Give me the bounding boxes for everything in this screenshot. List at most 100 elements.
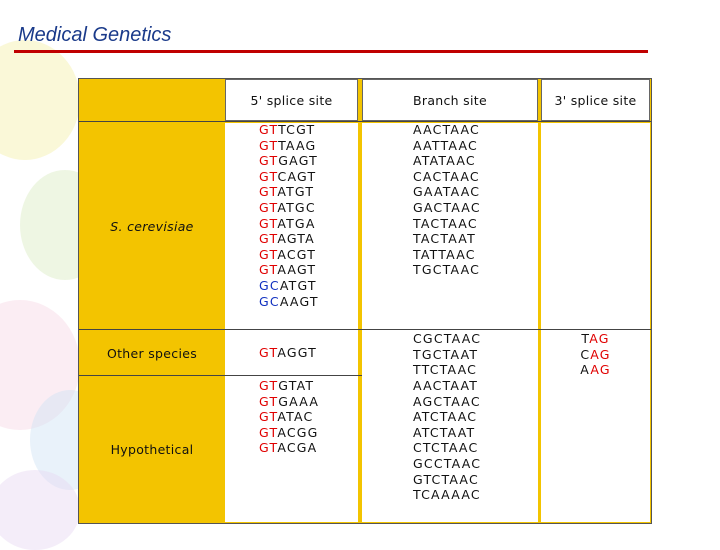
branch-sequences-s-cerevisiae: AACTAAC AATTAAC ATATAAC CACTAAC GAATAAC GACTA…: [413, 122, 533, 278]
splice-dinucleotide: GT: [259, 184, 278, 200]
branch-sequence: TACTAAT: [413, 231, 476, 247]
five-prime-sequence: GCATGT: [259, 278, 355, 294]
five-prime-sequence: GCAAGT: [259, 294, 355, 310]
branch-sequence: AGCTAAC: [413, 393, 481, 409]
sequence-remainder: TAAG: [278, 137, 317, 153]
splice-dinucleotide: GC: [259, 293, 280, 309]
five-prime-sequences-s-cerevisiae: GTTCGT GTTAAG GTGAGT GTCAGT GTATGT GTATGC GTAT…: [259, 122, 355, 309]
three-prime-sequence: AAG: [541, 362, 650, 378]
splice-dinucleotide: AG: [589, 331, 610, 346]
branch-sequence: GTCTAAC: [413, 471, 479, 487]
five-prime-sequence: GTATGC: [259, 200, 355, 216]
five-prime-sequence: GTAGGT: [259, 345, 355, 361]
splice-dinucleotide: GT: [259, 345, 278, 360]
sequence-remainder: ACGG: [277, 424, 319, 440]
five-prime-sequence: GTACGT: [259, 247, 355, 263]
sequence-remainder: ATGC: [277, 199, 316, 215]
branch-sequence: AATTAAC: [413, 137, 478, 153]
splice-dinucleotide: GT: [259, 262, 278, 278]
five-prime-sequence: GTCAGT: [259, 169, 355, 185]
branch-sequence: TGCTAAC: [413, 262, 481, 278]
sequence-prefix: A: [580, 362, 591, 378]
sequence-remainder: GAGT: [278, 153, 318, 169]
splice-dinucleotide: GT: [259, 409, 278, 425]
splice-dinucleotide: GT: [259, 393, 279, 409]
five-prime-sequence: GTACGA: [259, 440, 355, 456]
row-divider: [79, 375, 362, 376]
slide-title: Medical Genetics: [18, 24, 172, 46]
row-divider: [79, 329, 651, 330]
sequence-remainder: TCGT: [278, 122, 316, 137]
row-divider: [79, 121, 651, 122]
balloon-decoration: [0, 470, 80, 550]
branch-sequence: CTCTAAC: [413, 440, 479, 456]
splice-dinucleotide: GT: [259, 122, 279, 137]
title-underline: [14, 50, 648, 53]
splice-dinucleotide: GT: [259, 246, 278, 262]
five-prime-sequence: GTGAAA: [259, 394, 355, 410]
branch-sequence: GACTAAC: [413, 199, 481, 215]
branch-sequence: TCAAAAC: [413, 487, 481, 503]
sequence-remainder: ATGT: [277, 184, 315, 200]
row-label-other-species: Other species: [106, 345, 198, 361]
sequence-remainder: GAAA: [278, 393, 320, 409]
branch-sequence: TGCTAAT: [413, 346, 479, 362]
splice-site-table: 5' splice site Branch site 3' splice sit…: [78, 78, 652, 524]
branch-sequence: CACTAAC: [413, 168, 480, 184]
splice-dinucleotide: AG: [590, 346, 611, 362]
branch-sequence: AACTAAT: [413, 378, 479, 393]
five-prime-sequence: GTACGG: [259, 425, 355, 441]
sequence-remainder: ATGT: [279, 277, 317, 293]
sequence-remainder: ATAC: [277, 409, 314, 425]
sequence-remainder: GTAT: [278, 378, 315, 393]
balloon-decoration: [0, 40, 80, 160]
header-branch-site: Branch site: [362, 79, 538, 121]
branch-sequence: AACTAAC: [413, 122, 480, 137]
three-prime-sequences-other-species: TAG CAG AAG: [541, 331, 650, 378]
branch-sequence: TATTAAC: [413, 246, 476, 262]
sequence-remainder: CAGT: [277, 168, 317, 184]
five-prime-sequence: GTAGTA: [259, 231, 355, 247]
five-prime-sequence: GTATGT: [259, 184, 355, 200]
splice-dinucleotide: GT: [259, 440, 278, 456]
sequence-remainder: AAGT: [277, 262, 317, 278]
five-prime-sequence: GTGTAT: [259, 378, 355, 394]
five-prime-sequence: GTGAGT: [259, 153, 355, 169]
branch-sequences-hypothetical: AACTAAT AGCTAAC ATCTAAC ATCTAAT CTCTAAC GCCTA…: [413, 378, 533, 503]
header-three-prime: 3' splice site: [541, 79, 650, 121]
five-prime-sequence: GTATGA: [259, 216, 355, 232]
splice-dinucleotide: AG: [590, 362, 611, 378]
sequence-remainder: AAGT: [279, 293, 319, 309]
splice-dinucleotide: GT: [259, 378, 279, 393]
sequence-prefix: T: [581, 331, 590, 346]
three-prime-sequence: CAG: [541, 347, 650, 363]
five-prime-column: [225, 123, 358, 522]
branch-sequence: ATCTAAT: [413, 424, 476, 440]
row-label-hypothetical: Hypothetical: [110, 442, 194, 457]
sequence-prefix: C: [580, 346, 591, 362]
header-five-prime: 5' splice site: [225, 79, 358, 121]
sequence-remainder: ACGT: [277, 246, 317, 262]
branch-sequence: ATCTAAC: [413, 409, 478, 425]
five-prime-sequence: GTTCGT: [259, 122, 355, 138]
sequence-remainder: ACGA: [277, 440, 318, 456]
branch-sequence: CGCTAAC: [413, 331, 482, 346]
splice-dinucleotide: GT: [259, 199, 278, 215]
three-prime-sequence: TAG: [541, 331, 650, 347]
row-label-s-cerevisiae: S. cerevisiae: [110, 218, 194, 234]
five-prime-sequence: GTTAAG: [259, 138, 355, 154]
splice-dinucleotide: GT: [259, 137, 279, 153]
five-prime-sequences-hypothetical: GTGTAT GTGAAA GTATAC GTACGG GTACGA: [259, 378, 355, 456]
five-prime-sequences-other-species: GTAGGT: [259, 345, 355, 361]
sequence-remainder: ATGA: [277, 215, 316, 231]
branch-sequence: GAATAAC: [413, 184, 481, 200]
splice-dinucleotide: GT: [259, 231, 278, 247]
branch-sequence: ATATAAC: [413, 153, 476, 169]
splice-dinucleotide: GT: [259, 424, 278, 440]
five-prime-sequence: GTATAC: [259, 409, 355, 425]
branch-sequences-other-species: CGCTAAC TGCTAAT TTCTAAC: [413, 331, 533, 378]
splice-dinucleotide: GT: [259, 168, 278, 184]
sequence-remainder: AGTA: [277, 231, 315, 247]
branch-sequence: TTCTAAC: [413, 362, 478, 378]
three-prime-column: [541, 123, 650, 522]
